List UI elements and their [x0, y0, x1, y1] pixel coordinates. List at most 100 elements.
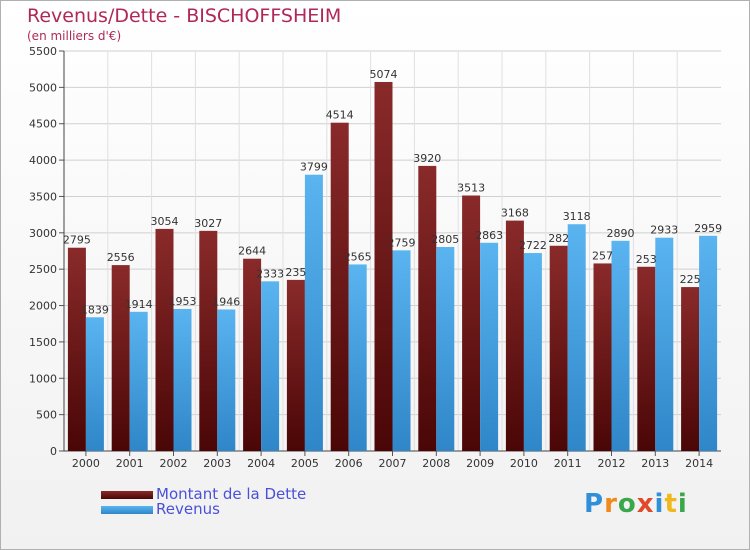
bar-dette [549, 245, 568, 451]
data-label-revenus: 2333 [256, 267, 284, 280]
y-tick-label: 5000 [29, 81, 57, 94]
data-label-revenus: 2890 [607, 227, 635, 240]
bar-revenus [261, 281, 280, 451]
legend-item-dette: Montant de la Dette [101, 487, 306, 502]
data-label-dette: 2795 [63, 234, 91, 247]
chart-title: Revenus/Dette - BISCHOFFSHEIM [27, 5, 342, 27]
logo-letter: x [636, 489, 655, 519]
y-tick-label: 0 [50, 445, 57, 458]
data-label-revenus: 2722 [519, 239, 547, 252]
data-label-dette: 2644 [238, 245, 266, 258]
bar-revenus [217, 309, 236, 451]
x-tick-label: 2014 [685, 457, 713, 470]
data-label-revenus: 1914 [125, 298, 153, 311]
logo-letter: r [604, 489, 618, 519]
y-tick-label: 3000 [29, 227, 57, 240]
y-tick-label: 3500 [29, 190, 57, 203]
data-label-revenus: 2565 [344, 250, 372, 263]
bar-dette [681, 287, 700, 451]
bar-revenus [85, 317, 104, 451]
data-label-dette: 235 [285, 266, 306, 279]
bar-dette [637, 266, 656, 451]
x-tick-label: 2001 [116, 457, 144, 470]
data-label-dette: 257 [592, 249, 613, 262]
logo-letter: i [654, 489, 665, 519]
data-label-dette: 3168 [501, 207, 529, 220]
bar-dette [155, 228, 174, 451]
data-label-revenus: 1946 [212, 295, 240, 308]
y-tick-label: 2500 [29, 263, 57, 276]
x-tick-label: 2008 [422, 457, 450, 470]
x-tick-label: 2012 [598, 457, 626, 470]
bar-revenus [436, 247, 455, 451]
data-label-dette: 5074 [370, 68, 398, 81]
bar-dette [286, 279, 305, 451]
x-tick-label: 2006 [335, 457, 363, 470]
y-tick-label: 1500 [29, 336, 57, 349]
legend-swatch-revenus [101, 505, 153, 514]
data-label-dette: 3513 [457, 182, 485, 195]
x-tick-label: 2002 [160, 457, 188, 470]
chart-subtitle: (en milliers d'€) [27, 29, 122, 43]
bar-dette [199, 230, 218, 451]
bar-dette [67, 247, 86, 451]
bar-dette [243, 258, 262, 451]
data-label-dette: 4514 [326, 109, 354, 122]
x-tick-label: 2005 [291, 457, 319, 470]
data-label-dette: 225 [680, 273, 701, 286]
legend-item-revenus: Revenus [101, 502, 306, 517]
bar-revenus [523, 253, 542, 451]
y-tick-label: 4500 [29, 118, 57, 131]
y-tick-label: 1000 [29, 372, 57, 385]
x-tick-label: 2000 [72, 457, 100, 470]
bar-revenus [129, 311, 148, 451]
bar-dette [505, 220, 524, 451]
bar-revenus [348, 264, 367, 451]
data-label-dette: 3920 [413, 152, 441, 165]
x-tick-label: 2010 [510, 457, 538, 470]
bar-dette [593, 263, 612, 451]
legend-swatch-dette [101, 490, 153, 499]
data-label-dette: 3054 [151, 215, 179, 228]
proxiti-logo: Proxiti [584, 489, 688, 519]
data-label-revenus: 3118 [563, 210, 591, 223]
bar-dette [374, 81, 393, 452]
bar-revenus [480, 242, 499, 451]
y-tick-label: 500 [36, 409, 57, 422]
data-label-revenus: 2959 [694, 222, 722, 235]
bar-revenus [655, 237, 674, 451]
bar-revenus [567, 224, 586, 451]
data-label-revenus: 1839 [81, 303, 109, 316]
bar-revenus [173, 308, 192, 451]
x-tick-label: 2011 [554, 457, 582, 470]
x-tick-label: 2009 [466, 457, 494, 470]
bar-dette [418, 165, 437, 451]
bar-revenus [392, 250, 411, 451]
data-label-dette: 3027 [194, 217, 222, 230]
bar-dette [462, 195, 481, 451]
bar-revenus [304, 174, 323, 451]
bar-revenus [699, 235, 718, 451]
data-label-revenus: 2805 [431, 233, 459, 246]
legend-label-dette: Montant de la Dette [156, 485, 307, 503]
legend-label-revenus: Revenus [156, 500, 220, 518]
data-label-revenus: 3799 [300, 161, 328, 174]
value-labels: 2795 1839 2556 1914 3054 1953 3027 1946 2644 2333… [63, 68, 722, 316]
y-tick-label: 4000 [29, 154, 57, 167]
data-label-revenus: 2759 [388, 236, 416, 249]
bars [67, 81, 718, 452]
logo-letter: i [677, 489, 688, 519]
bar-dette [111, 265, 130, 451]
data-label-dette: 282 [548, 232, 569, 245]
x-tick-label: 2013 [641, 457, 669, 470]
logo-letter: o [617, 489, 637, 519]
data-label-dette: 253 [636, 253, 657, 266]
bar-revenus [611, 240, 630, 451]
bar-dette [330, 122, 349, 451]
data-label-dette: 2556 [107, 251, 135, 264]
data-label-revenus: 1953 [169, 295, 197, 308]
logo-letter: t [664, 489, 678, 519]
y-tick-label: 5500 [29, 45, 57, 58]
